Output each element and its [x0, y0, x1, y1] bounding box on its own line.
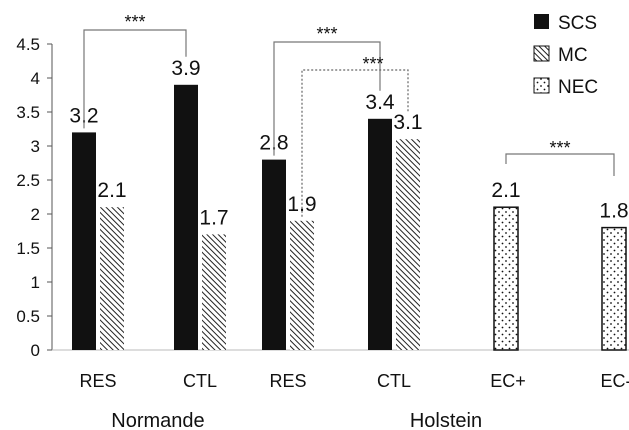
y-tick-label: 0.5: [16, 307, 40, 326]
x-category-label: EC-: [601, 371, 629, 391]
y-tick-label: 4: [31, 69, 40, 88]
bar-value-label: 1.7: [199, 206, 228, 229]
x-category-label: CTL: [377, 371, 411, 391]
significance-bracket: [505, 153, 615, 176]
y-tick-label: 2.5: [16, 171, 40, 190]
y-tick-label: 3: [31, 137, 40, 156]
legend-label: SCS: [558, 13, 597, 34]
x-category-label: RES: [269, 371, 306, 391]
bar-mc: [100, 207, 124, 350]
x-category-label: RES: [79, 371, 116, 391]
bar-nec: [601, 226, 627, 351]
legend: SCS MC NEC: [533, 13, 598, 98]
y-tick-label: 3.5: [16, 103, 40, 122]
y-tick-label: 0: [31, 341, 40, 360]
significance-label: ***: [549, 138, 570, 158]
group-label: Holstein: [410, 410, 482, 430]
bar-nec: [493, 206, 519, 351]
x-category-label: EC+: [490, 371, 526, 391]
significance-brackets: *** *** *** ***: [83, 12, 615, 217]
labels: 3.22.1RES3.91.7CTL2.81.9RES3.43.1CTL2.1E…: [69, 57, 629, 430]
y-tick-label: 1: [31, 273, 40, 292]
significance-bracket: [83, 29, 187, 129]
significance-label: ***: [124, 12, 145, 32]
legend-swatch-nec: [533, 77, 550, 94]
bar-value-label: 3.4: [365, 91, 395, 114]
legend-label: MC: [558, 45, 588, 66]
bar-scs: [262, 159, 286, 350]
significance-label: ***: [316, 24, 337, 44]
bar-mc: [202, 234, 226, 350]
bar-mc: [396, 139, 420, 350]
y-axis: 0 0.5 1 1.5 2 2.5 3 3.5 4 4.5: [16, 35, 629, 360]
bar-scs: [174, 84, 198, 351]
significance-label: ***: [362, 54, 383, 74]
y-tick-label: 2: [31, 205, 40, 224]
bars: [72, 84, 627, 351]
group-label: Normande: [111, 410, 204, 430]
bar-value-label: 2.1: [491, 179, 520, 202]
bar-value-label: 3.1: [393, 111, 422, 134]
legend-swatch-scs: [534, 14, 549, 29]
bar-scs: [72, 132, 96, 350]
significance-bracket: [301, 69, 409, 217]
significance-bracket: [273, 41, 381, 156]
x-category-label: CTL: [183, 371, 217, 391]
bar-value-label: 3.9: [171, 57, 200, 80]
bar-mc: [290, 220, 314, 350]
bar-value-label: 2.1: [97, 179, 126, 202]
y-tick-label: 4.5: [16, 35, 40, 54]
legend-swatch-mc: [533, 45, 550, 62]
bar-scs: [368, 118, 392, 350]
y-tick-label: 1.5: [16, 239, 40, 258]
bar-value-label: 1.8: [599, 200, 628, 223]
legend-label: NEC: [558, 77, 598, 98]
